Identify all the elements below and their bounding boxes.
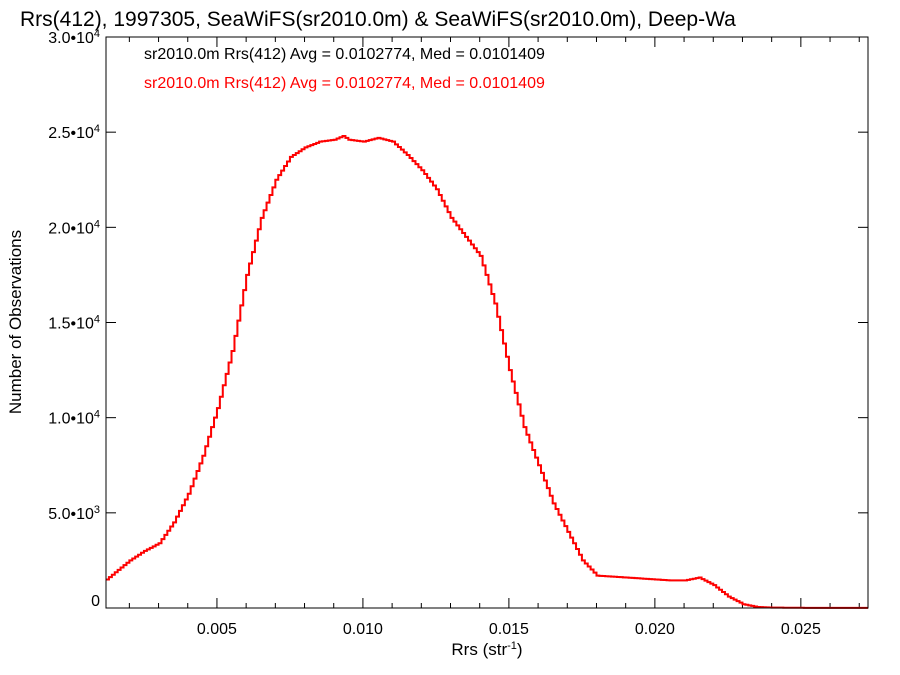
series-line-1 — [106, 134, 868, 609]
x-axis: 0.005 0.010 0.015 0.020 0.025 — [128, 37, 860, 638]
x-tick-label: 0.015 — [489, 621, 529, 638]
legend-entry-1: sr2010.0m Rrs(412) Avg = 0.0102774, Med … — [144, 75, 545, 92]
y-tick-label-mantissa: 1.5•10 — [48, 316, 94, 333]
x-tick-label: 0.020 — [635, 621, 675, 638]
legend-entry-0: sr2010.0m Rrs(412) Avg = 0.0102774, Med … — [144, 46, 545, 63]
y-tick-label: 1.0•104 — [48, 409, 100, 428]
y-tick-label-mantissa: 2.5•10 — [48, 125, 94, 142]
y-tick-label: 3.0•104 — [48, 28, 100, 47]
y-tick-label-mantissa: 0 — [91, 593, 100, 610]
y-tick-label: 2.0•104 — [48, 218, 100, 237]
y-tick-label-mantissa: 2.0•10 — [48, 220, 94, 237]
x-axis-label-base: Rrs (str — [451, 640, 507, 659]
x-tick-label: 0.010 — [343, 621, 383, 638]
y-tick-label-mantissa: 3.0•10 — [48, 30, 94, 47]
series-line-0 — [106, 135, 868, 609]
x-axis-label: Rrs (str-1) — [451, 640, 522, 659]
y-tick-label: 1.5•104 — [48, 314, 100, 333]
plot-series — [106, 134, 868, 609]
y-tick-label-exponent: 4 — [94, 409, 100, 421]
y-tick-label-mantissa: 1.0•10 — [48, 411, 94, 428]
y-tick-label-exponent: 4 — [94, 123, 100, 135]
y-tick-label: 0 — [91, 593, 100, 610]
plot-frame — [105, 36, 869, 609]
x-tick-label: 0.025 — [781, 621, 821, 638]
x-tick-label: 0.005 — [197, 621, 237, 638]
y-tick-label-exponent: 3 — [94, 504, 100, 516]
y-tick-label: 5.0•103 — [48, 504, 100, 523]
y-tick-label-mantissa: 5.0•10 — [48, 506, 94, 523]
y-axis: 05.0•1031.0•1041.5•1042.0•1042.5•1043.0•… — [48, 28, 868, 610]
chart-title: Rrs(412), 1997305, SeaWiFS(sr2010.0m) & … — [20, 8, 736, 31]
y-axis-label: Number of Observations — [6, 230, 25, 414]
y-tick-label-exponent: 4 — [94, 218, 100, 230]
y-tick-label-exponent: 4 — [94, 314, 100, 326]
x-axis-label-close: ) — [517, 640, 523, 659]
x-axis-label-exponent: -1 — [507, 640, 517, 652]
y-tick-label-exponent: 4 — [94, 28, 100, 40]
legend: sr2010.0m Rrs(412) Avg = 0.0102774, Med … — [144, 46, 545, 92]
y-tick-label: 2.5•104 — [48, 123, 100, 142]
